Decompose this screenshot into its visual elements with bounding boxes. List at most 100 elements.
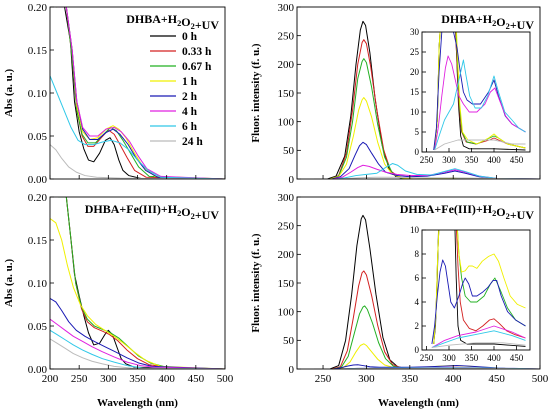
x-tick-label: 450 <box>510 353 524 363</box>
y-tick-label: 0.10 <box>28 278 48 290</box>
y-tick-label: 0.10 <box>28 88 48 100</box>
y-tick-label: 250 <box>278 31 295 43</box>
title-subscript: 2 <box>492 209 496 218</box>
y-tick-label: 0.20 <box>28 192 48 204</box>
panel-title: DHBA+Fe(III)+H2O2+UV <box>400 202 535 222</box>
title-subscript: 2 <box>506 212 510 221</box>
title-subscript: 2 <box>506 22 510 31</box>
series-line-4-h <box>50 318 225 369</box>
series-line-0-h <box>314 214 540 369</box>
series-line-0-h <box>55 7 225 179</box>
series-line-1-h <box>434 32 526 151</box>
x-tick-label: 300 <box>442 155 456 165</box>
y-tick-label: 5 <box>415 127 420 137</box>
series-group <box>50 7 225 179</box>
series-line-6-h <box>314 163 540 179</box>
y-tick-label: 50 <box>283 145 295 157</box>
series-line-2-h <box>50 298 225 369</box>
panel-abs_bottom: 0.00 0.05 0.10 0.15 0.20 200 250 300 350 400 450 50… <box>3 192 234 409</box>
title-subscript: 2 <box>492 19 496 28</box>
y-tick-label: 0.15 <box>28 235 48 247</box>
y-tick-label: 10 <box>410 107 420 117</box>
y-tick-label: 0 <box>289 364 295 376</box>
series-line-24-h <box>50 144 225 179</box>
y-tick-label: 100 <box>278 117 295 129</box>
x-tick-label: 400 <box>158 373 175 385</box>
x-tick-label: 500 <box>217 373 234 385</box>
title-segment: O <box>496 205 505 219</box>
series-group <box>431 230 526 349</box>
y-tick-label: 200 <box>278 249 295 261</box>
series-line-4-h <box>58 7 225 179</box>
x-tick-label: 450 <box>510 155 524 165</box>
x-tick-label: 400 <box>487 353 501 363</box>
series-line-1-h <box>50 218 225 369</box>
title-segment: O <box>181 15 190 29</box>
x-tick-label: 300 <box>358 373 375 385</box>
y-tick-label: 0.05 <box>28 131 48 143</box>
title-segment: +UV <box>195 208 220 222</box>
legend-label: 0.67 h <box>182 61 212 73</box>
x-tick-label: 250 <box>420 155 434 165</box>
y-tick-label: 0.15 <box>28 45 48 57</box>
y-tick-label: 300 <box>278 2 295 14</box>
y-tick-label: 0.00 <box>28 174 48 186</box>
y-axis-label: Fluor. intensity (f. u.) <box>250 43 262 143</box>
legend-label: 1 h <box>182 76 198 88</box>
title-subscript: 2 <box>177 209 181 218</box>
title-segment: +UV <box>510 18 535 32</box>
y-tick-label: 15 <box>410 87 420 97</box>
y-tick-label: 250 <box>278 221 295 233</box>
y-tick-label: 30 <box>410 27 420 37</box>
title-segment: DHBA+H <box>441 12 493 26</box>
panel-title: DHBA+H2O2+UV <box>441 12 534 32</box>
x-tick-label: 250 <box>315 373 332 385</box>
y-tick-label: 50 <box>283 335 295 347</box>
title-segment: +UV <box>195 18 220 32</box>
x-tick-label: 350 <box>465 155 479 165</box>
y-tick-label: 200 <box>278 59 295 71</box>
series-line-0-67-h <box>57 7 225 179</box>
y-tick-label: 6 <box>415 273 420 283</box>
series-group <box>314 214 540 369</box>
x-tick-label: 450 <box>488 373 505 385</box>
x-tick-label: 200 <box>42 373 59 385</box>
title-segment: O <box>181 205 190 219</box>
series-line-1-h <box>57 7 225 179</box>
x-tick-label: 250 <box>71 373 88 385</box>
inset-background <box>422 230 530 350</box>
y-tick-label: 0.20 <box>28 2 48 14</box>
series-line-24-h <box>431 342 526 349</box>
title-segment: DHBA+H <box>126 12 178 26</box>
y-tick-label: 150 <box>278 88 295 100</box>
series-line-6-h <box>434 59 526 151</box>
series-line-24-h <box>50 338 225 369</box>
series-line-6-h <box>431 330 526 349</box>
legend-label: 4 h <box>182 106 198 118</box>
title-segment: +UV <box>510 208 535 222</box>
series-line-24-h <box>434 139 526 151</box>
title-subscript: 2 <box>191 22 195 31</box>
y-tick-label: 20 <box>410 67 420 77</box>
series-line-1-h <box>433 230 526 345</box>
x-tick-label: 300 <box>442 353 456 363</box>
series-line-0-33-h <box>59 197 225 369</box>
y-tick-label: 25 <box>410 47 420 57</box>
series-group <box>433 32 526 151</box>
series-line-2-h <box>58 7 225 179</box>
y-tick-label: 0 <box>415 147 420 157</box>
inset-fluor_top: 0 5 10 15 20 25 30 250 300 350 400 450 <box>410 27 531 165</box>
y-tick-label: 4 <box>415 297 420 307</box>
panel-title: DHBA+H2O2+UV <box>126 12 219 32</box>
panel-title: DHBA+Fe(III)+H2O2+UV <box>85 202 220 222</box>
x-tick-label: 300 <box>100 373 117 385</box>
title-segment: DHBA+Fe(III)+H <box>85 202 178 216</box>
y-tick-label: 0.05 <box>28 321 48 333</box>
axes-frame <box>421 229 531 351</box>
legend: 0 h 0.33 h 0.67 h 1 h 2 h 4 h 6 h 24 h <box>150 31 212 148</box>
series-line-6-h <box>50 329 225 369</box>
y-tick-label: 300 <box>278 192 295 204</box>
x-tick-label: 450 <box>188 373 205 385</box>
